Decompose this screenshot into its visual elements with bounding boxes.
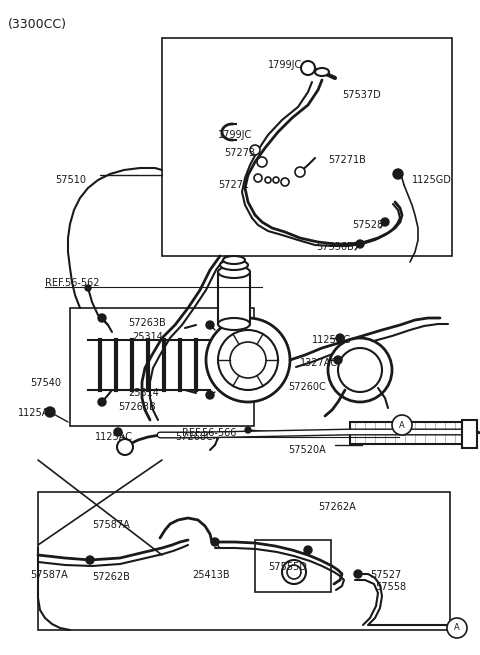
Ellipse shape	[218, 318, 250, 330]
Text: 1799JC: 1799JC	[268, 60, 302, 70]
Text: 57262A: 57262A	[318, 502, 356, 512]
Text: 57527: 57527	[370, 570, 401, 580]
Text: 57555D: 57555D	[268, 562, 307, 572]
Circle shape	[114, 428, 122, 436]
Text: 57271B: 57271B	[328, 155, 366, 165]
Bar	[162, 38, 452, 256]
Circle shape	[98, 398, 106, 406]
Ellipse shape	[220, 260, 248, 270]
Circle shape	[85, 285, 91, 291]
Circle shape	[287, 565, 301, 579]
Circle shape	[265, 177, 271, 183]
Circle shape	[354, 570, 362, 578]
Circle shape	[86, 556, 94, 564]
Text: 1327AC: 1327AC	[300, 358, 338, 368]
Circle shape	[206, 321, 214, 329]
Circle shape	[282, 560, 306, 584]
Text: 25314: 25314	[128, 388, 159, 398]
Text: A: A	[454, 624, 460, 633]
Text: 57587A: 57587A	[30, 570, 68, 580]
Text: 1125AC: 1125AC	[95, 432, 133, 442]
Circle shape	[301, 61, 315, 75]
Circle shape	[295, 167, 305, 177]
Text: 57537D: 57537D	[342, 90, 381, 100]
Circle shape	[230, 342, 266, 378]
Text: REF.56-566: REF.56-566	[182, 428, 236, 438]
Circle shape	[273, 177, 279, 183]
Circle shape	[206, 318, 290, 402]
Text: 57263B: 57263B	[118, 402, 156, 412]
Circle shape	[257, 157, 267, 167]
Text: 57587A: 57587A	[92, 520, 130, 530]
Bar	[218, 272, 250, 324]
Text: 1125GG: 1125GG	[312, 335, 352, 345]
Circle shape	[98, 314, 106, 322]
Circle shape	[45, 407, 55, 417]
Text: REF.56-562: REF.56-562	[45, 278, 99, 288]
Text: 57536B: 57536B	[316, 242, 354, 252]
Circle shape	[206, 391, 214, 399]
Text: A: A	[399, 421, 405, 430]
Bar	[38, 492, 450, 630]
Text: 57262B: 57262B	[92, 572, 130, 582]
Circle shape	[218, 330, 278, 390]
Circle shape	[338, 348, 382, 392]
Circle shape	[254, 174, 262, 182]
Text: 57271: 57271	[218, 180, 249, 190]
Text: 57268C: 57268C	[175, 432, 213, 442]
Circle shape	[381, 218, 389, 226]
Circle shape	[328, 338, 392, 402]
Bar	[70, 308, 254, 426]
Bar	[350, 422, 465, 444]
Bar	[255, 540, 331, 592]
Text: 57263B: 57263B	[128, 318, 166, 328]
Circle shape	[250, 145, 260, 155]
Text: (3300CC): (3300CC)	[8, 18, 67, 31]
Text: 25314: 25314	[132, 332, 163, 342]
Circle shape	[334, 356, 342, 364]
Text: 57510: 57510	[55, 175, 86, 185]
Circle shape	[281, 178, 289, 186]
Text: 57540: 57540	[30, 378, 61, 388]
Circle shape	[117, 439, 133, 455]
Circle shape	[356, 240, 364, 248]
Text: 57558: 57558	[375, 582, 406, 592]
Circle shape	[245, 427, 251, 433]
Bar	[462, 420, 477, 448]
Circle shape	[304, 546, 312, 554]
Circle shape	[392, 415, 412, 435]
Text: 57273: 57273	[224, 148, 255, 158]
Circle shape	[211, 538, 219, 546]
Text: 1125AC: 1125AC	[18, 408, 56, 418]
Ellipse shape	[218, 266, 250, 278]
Text: 1125GD: 1125GD	[412, 175, 452, 185]
Text: 57520A: 57520A	[288, 445, 326, 455]
Ellipse shape	[315, 68, 329, 76]
Circle shape	[447, 618, 467, 638]
Text: 1799JC: 1799JC	[218, 130, 252, 140]
Circle shape	[393, 169, 403, 179]
Text: 57528: 57528	[352, 220, 383, 230]
Text: 25413B: 25413B	[192, 570, 229, 580]
Text: 57260C: 57260C	[288, 382, 326, 392]
Circle shape	[336, 334, 344, 342]
Ellipse shape	[223, 256, 245, 264]
